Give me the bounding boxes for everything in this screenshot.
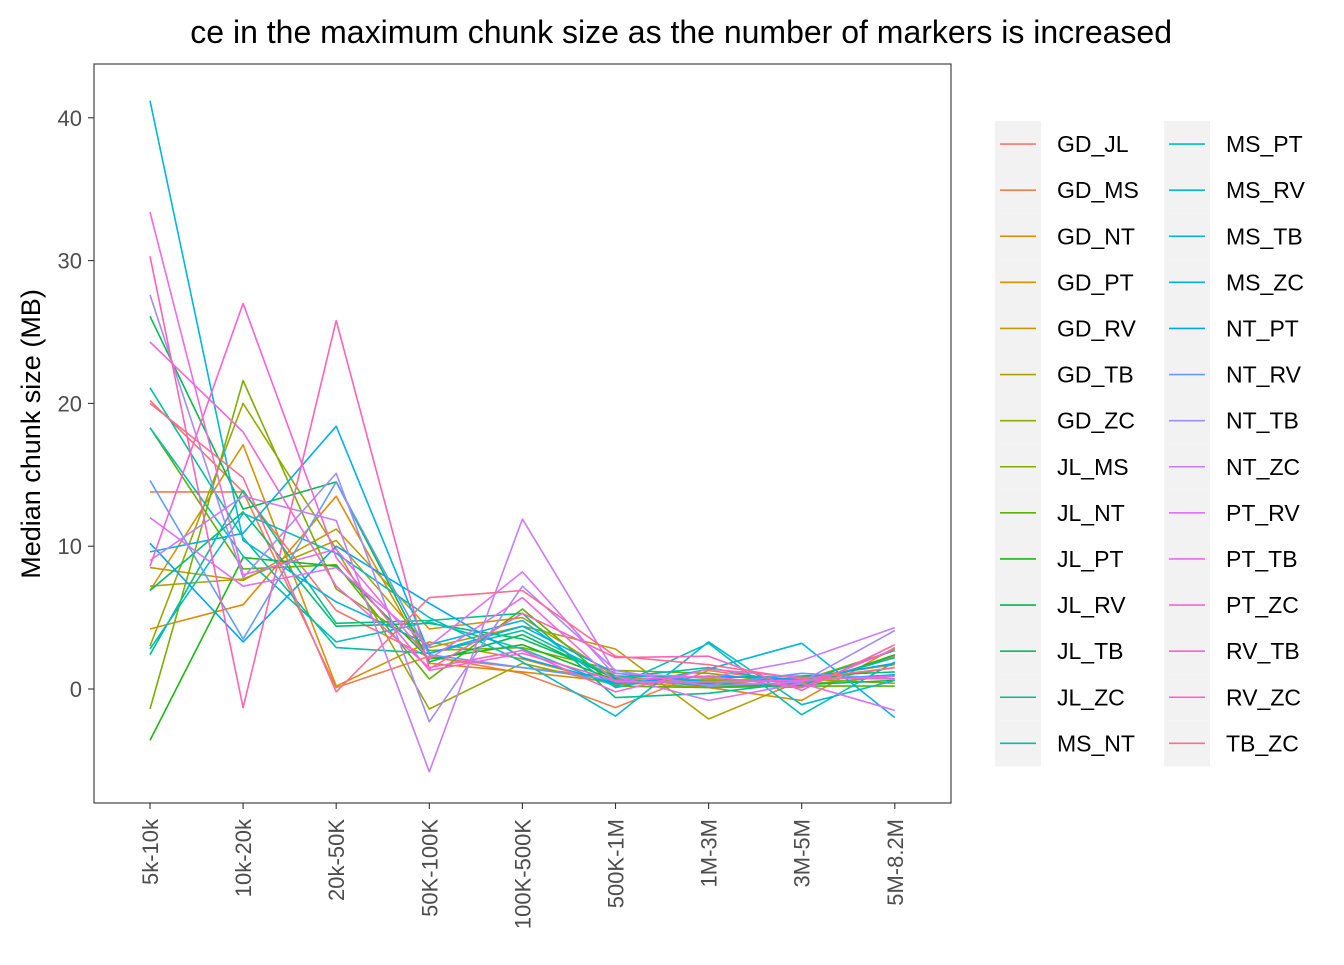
x-tick-label: 3M-5M [790, 819, 815, 887]
x-tick-label: 20k-50K [324, 819, 349, 901]
legend-label: GD_ZC [1057, 408, 1135, 434]
series-line-nt-zc [149, 495, 896, 773]
x-tick-label: 500K-1M [604, 819, 629, 908]
y-tick-label: 20 [58, 391, 82, 416]
series-line-gd-nt [149, 495, 896, 702]
legend-label: GD_RV [1057, 315, 1136, 341]
legend-label: JL_RV [1057, 592, 1126, 618]
legend-label: PT_ZC [1226, 592, 1299, 618]
legend-label: JL_TB [1057, 638, 1123, 664]
y-axis: 0 10 20 30 40 [58, 106, 94, 702]
legend-label: RV_ZC [1226, 684, 1301, 710]
legend-label: PT_RV [1226, 500, 1300, 526]
series-line-rv-tb [149, 302, 896, 689]
y-axis-label: Median chunk size (MB) [16, 289, 46, 579]
series-line-ms-tb [149, 100, 896, 719]
legend-label: JL_PT [1057, 546, 1123, 572]
legend-label: PT_TB [1226, 546, 1298, 572]
y-tick-label: 10 [58, 534, 82, 559]
x-tick-label: 5M-8.2M [883, 819, 908, 906]
legend-label: JL_NT [1057, 500, 1125, 526]
legend-label: RV_TB [1226, 638, 1300, 664]
legend-label: JL_ZC [1057, 684, 1125, 710]
legend-label: MS_NT [1057, 730, 1135, 756]
y-tick-label: 0 [70, 677, 82, 702]
chart-title: ce in the maximum chunk size as the numb… [190, 14, 1172, 50]
legend-label: MS_RV [1226, 177, 1305, 203]
legend-label: NT_RV [1226, 362, 1302, 388]
x-tick-label: 50K-100K [417, 819, 442, 917]
legend-label: GD_JL [1057, 131, 1129, 157]
x-tick-label: 100K-500K [510, 819, 535, 929]
legend-label: NT_PT [1226, 315, 1299, 341]
plot-panel [93, 63, 952, 804]
legend-label: MS_TB [1226, 223, 1303, 249]
legend-label: JL_MS [1057, 454, 1129, 480]
x-axis: 5k-10k 10k-20k 20k-50K 50K-100K 100K-500K 500… [138, 803, 908, 929]
x-tick-label: 1M-3M [697, 819, 722, 887]
x-tick-label: 5k-10k [138, 818, 163, 885]
legend-label: GD_PT [1057, 269, 1134, 295]
series-line-ms-pt [149, 427, 896, 716]
series-line-nt-rv [149, 480, 895, 686]
legend-label: MS_ZC [1226, 269, 1304, 295]
series-line-pt-tb [149, 211, 895, 683]
series-line-nt-pt [149, 542, 895, 685]
series-line-rv-zc [149, 256, 896, 709]
legend-label: GD_MS [1057, 177, 1139, 203]
legend-label: TB_ZC [1226, 730, 1299, 756]
y-tick-label: 40 [58, 106, 82, 131]
x-tick-label: 10k-20k [231, 818, 256, 897]
series-line-tb-zc [149, 402, 895, 693]
legend-label: NT_ZC [1226, 454, 1300, 480]
y-tick-label: 30 [58, 249, 82, 274]
legend-label: GD_TB [1057, 362, 1134, 388]
legend-label: GD_NT [1057, 223, 1135, 249]
series-lines [149, 100, 896, 773]
legend-label: MS_PT [1226, 131, 1303, 157]
legend-label: NT_TB [1226, 408, 1299, 434]
legend: GD_JL GD_MS GD_NT GD_PT GD_RV GD_TB GD_ZC JL_MS… [995, 121, 1305, 767]
